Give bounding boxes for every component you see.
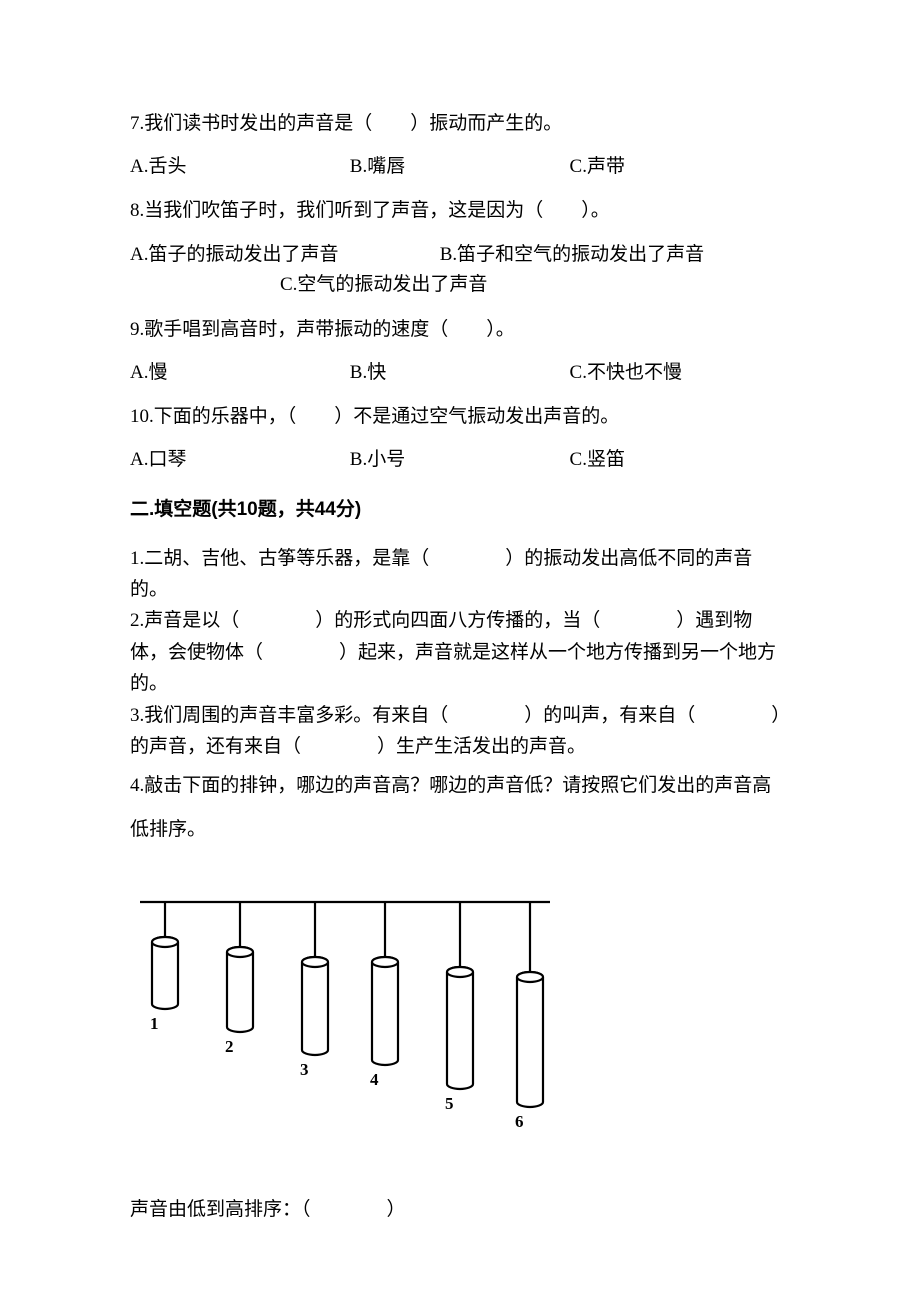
question-10-text: 10.下面的乐器中，（ ）不是通过空气振动发出声音的。 [130, 403, 790, 432]
fill-q2: 2.声音是以（ ）的形式向四面八方传播的，当（ ）遇到物体，会使物体（ ）起来，… [130, 605, 790, 699]
q10-option-a: A.口琴 [130, 446, 350, 475]
question-8-options: A.笛子的振动发出了声音 B.笛子和空气的振动发出了声音 C.空气的振动发出了声… [130, 240, 790, 301]
question-7-options: A.舌头 B.嘴唇 C.声带 [130, 153, 790, 182]
question-7: 7.我们读书时发出的声音是（ ）振动而产生的。 A.舌头 B.嘴唇 C.声带 [130, 110, 790, 181]
svg-text:4: 4 [370, 1070, 379, 1089]
fill-in-block: 1.二胡、吉他、古筝等乐器，是靠（ ）的振动发出高低不同的声音的。 2.声音是以… [130, 543, 790, 852]
svg-text:5: 5 [445, 1094, 454, 1113]
q10-option-c: C.竖笛 [570, 446, 790, 475]
svg-text:3: 3 [300, 1060, 309, 1079]
question-8-text: 8.当我们吹笛子时，我们听到了声音，这是因为（ ）。 [130, 197, 790, 226]
chimes-svg: 1 2 3 4 5 6 [130, 892, 560, 1132]
q9-option-c: C.不快也不慢 [570, 359, 790, 388]
question-8: 8.当我们吹笛子时，我们听到了声音，这是因为（ ）。 A.笛子的振动发出了声音 … [130, 197, 790, 300]
worksheet-page: 7.我们读书时发出的声音是（ ）振动而产生的。 A.舌头 B.嘴唇 C.声带 8… [0, 0, 920, 1302]
fill-q1: 1.二胡、吉他、古筝等乐器，是靠（ ）的振动发出高低不同的声音的。 [130, 543, 790, 606]
question-9-text: 9.歌手唱到高音时，声带振动的速度（ ）。 [130, 316, 790, 345]
fill-q3: 3.我们周围的声音丰富多彩。有来自（ ）的叫声，有来自（ ）的声音，还有来自（ … [130, 700, 790, 763]
question-10: 10.下面的乐器中，（ ）不是通过空气振动发出声音的。 A.口琴 B.小号 C.… [130, 403, 790, 474]
q7-option-a: A.舌头 [130, 153, 350, 182]
question-9-options: A.慢 B.快 C.不快也不慢 [130, 359, 790, 388]
fill-q4-answer: 声音由低到高排序：（ ） [130, 1196, 790, 1225]
section-2-header: 二.填空题(共10题，共44分) [130, 496, 790, 525]
q8-option-c: C.空气的振动发出了声音 [130, 270, 790, 300]
question-10-options: A.口琴 B.小号 C.竖笛 [130, 446, 790, 475]
fill-q4: 4.敲击下面的排钟，哪边的声音高？哪边的声音低？请按照它们发出的声音高低排序。 [130, 764, 790, 851]
svg-text:1: 1 [150, 1014, 159, 1033]
q7-option-c: C.声带 [570, 153, 790, 182]
q8-option-b: B.笛子和空气的振动发出了声音 [440, 240, 704, 270]
q9-option-a: A.慢 [130, 359, 350, 388]
chimes-figure: 1 2 3 4 5 6 [130, 892, 790, 1142]
svg-text:6: 6 [515, 1112, 524, 1131]
q9-option-b: B.快 [350, 359, 570, 388]
q10-option-b: B.小号 [350, 446, 570, 475]
q8-option-a: A.笛子的振动发出了声音 [130, 240, 435, 270]
question-9: 9.歌手唱到高音时，声带振动的速度（ ）。 A.慢 B.快 C.不快也不慢 [130, 316, 790, 387]
question-7-text: 7.我们读书时发出的声音是（ ）振动而产生的。 [130, 110, 790, 139]
q7-option-b: B.嘴唇 [350, 153, 570, 182]
svg-text:2: 2 [225, 1037, 234, 1056]
